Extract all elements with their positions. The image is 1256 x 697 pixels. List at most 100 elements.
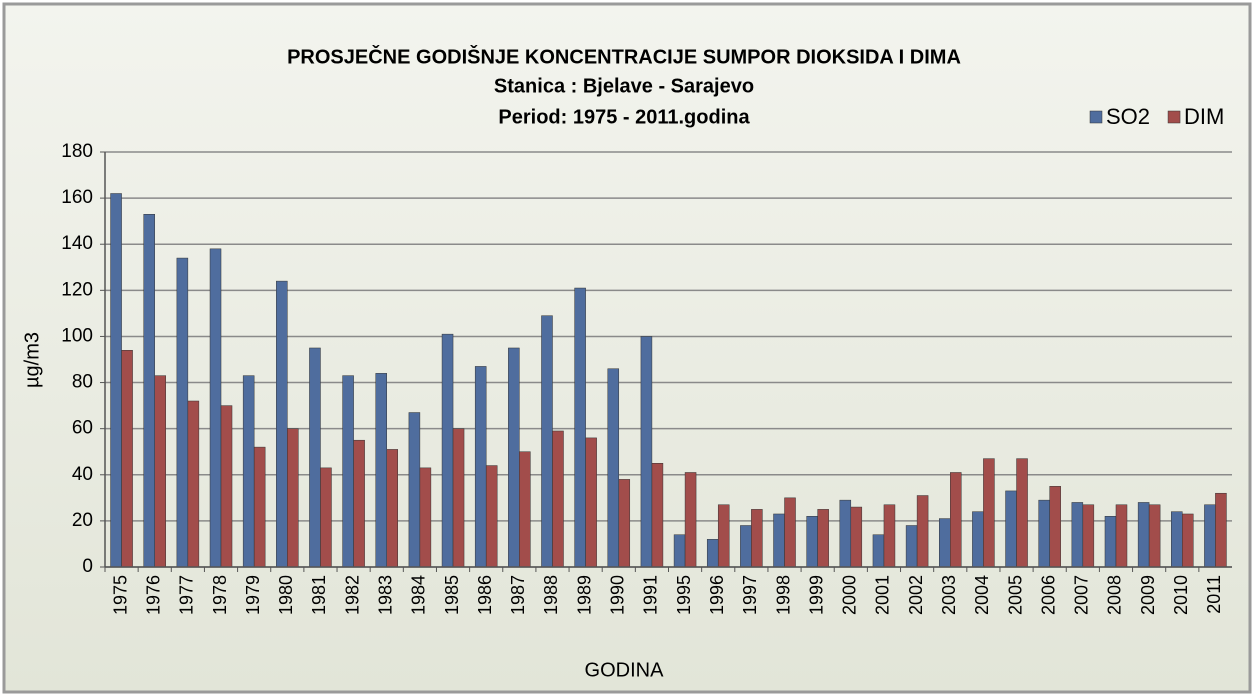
x-axis-title: GODINA <box>585 659 665 681</box>
bar <box>784 497 796 568</box>
bar <box>110 193 122 568</box>
y-axis-title: µg/m3 <box>21 332 43 388</box>
x-tick-label: 2002 <box>906 575 926 615</box>
y-tick-label: 0 <box>82 556 93 577</box>
bar <box>574 287 586 568</box>
x-tick-label: 1984 <box>409 575 429 615</box>
bar <box>607 368 620 568</box>
y-tick-label: 20 <box>72 510 93 531</box>
y-tick-label: 100 <box>61 325 93 346</box>
bar <box>474 366 487 568</box>
x-tick-label: 1976 <box>143 575 163 615</box>
x-tick-label: 2011 <box>1204 575 1224 614</box>
bar <box>1016 458 1028 568</box>
x-tick-label: 2000 <box>840 575 860 615</box>
bar <box>1148 504 1161 568</box>
chart-title: PROSJEČNE GODIŠNJE KONCENTRACIJE SUMPOR … <box>287 44 961 68</box>
bar <box>706 539 719 568</box>
x-tick-label: 1978 <box>210 575 230 615</box>
x-tick-label: 2008 <box>1105 575 1125 615</box>
bar <box>983 458 995 568</box>
bar <box>939 518 951 568</box>
bar <box>817 509 829 568</box>
bar <box>684 472 697 568</box>
x-tick-label: 1996 <box>707 575 727 615</box>
bar <box>485 465 498 568</box>
legend-label: DIM <box>1184 104 1224 129</box>
x-tick-label: 1979 <box>243 575 263 615</box>
x-tick-label: 1981 <box>309 575 329 615</box>
x-tick-label: 1990 <box>608 575 628 615</box>
bar <box>176 257 189 568</box>
bar <box>242 375 255 568</box>
bar <box>519 451 531 568</box>
bar <box>850 506 863 568</box>
bar <box>1005 490 1017 568</box>
bar <box>839 499 852 568</box>
y-tick-label: 180 <box>61 141 93 162</box>
x-tick-label: 1989 <box>574 575 594 615</box>
legend-label: SO2 <box>1106 104 1150 129</box>
x-tick-label: 1999 <box>806 575 826 615</box>
bar <box>441 333 454 568</box>
legend-swatch <box>1167 110 1181 124</box>
bar <box>309 347 321 568</box>
bar <box>287 428 299 568</box>
bar <box>640 336 653 568</box>
bar <box>253 446 266 568</box>
x-tick-label: 1987 <box>508 575 528 615</box>
bar <box>1137 502 1150 568</box>
bar <box>1104 516 1117 568</box>
y-tick-label: 120 <box>61 279 93 300</box>
bar <box>916 495 929 568</box>
bar <box>209 248 222 568</box>
bar <box>1038 499 1050 568</box>
x-tick-label: 1975 <box>110 575 130 615</box>
y-tick-label: 160 <box>61 187 93 208</box>
bar <box>905 525 918 568</box>
x-tick-label: 1995 <box>674 575 694 615</box>
x-tick-label: 2010 <box>1171 575 1191 615</box>
x-tick-label: 1983 <box>376 575 396 615</box>
y-tick-label: 140 <box>61 233 93 254</box>
chart-subtitle: Period: 1975 - 2011.godina <box>498 106 750 128</box>
bar <box>740 525 752 568</box>
bar <box>508 347 520 568</box>
bar <box>121 350 133 568</box>
bar <box>154 375 166 568</box>
bar <box>276 280 288 568</box>
bar <box>618 479 631 568</box>
x-tick-label: 2003 <box>939 575 959 615</box>
x-tick-label: 2004 <box>972 575 992 615</box>
bar <box>872 534 885 568</box>
bar <box>452 428 465 568</box>
x-tick-label: 1988 <box>541 575 561 615</box>
bar <box>1049 486 1061 568</box>
bar <box>806 516 818 568</box>
x-tick-label: 1980 <box>276 575 296 615</box>
bar <box>541 315 553 568</box>
x-tick-label: 1991 <box>641 575 661 615</box>
bar <box>651 463 664 568</box>
x-tick-label: 1998 <box>773 575 793 615</box>
x-tick-label: 2001 <box>873 575 893 615</box>
bar <box>1182 513 1194 568</box>
x-tick-label: 1985 <box>442 575 462 615</box>
y-tick-label: 80 <box>72 372 93 393</box>
bar <box>950 472 962 568</box>
y-tick-label: 60 <box>72 418 93 439</box>
bar <box>1215 492 1227 568</box>
x-tick-label: 2005 <box>1005 575 1025 615</box>
bar <box>773 513 785 568</box>
x-tick-label: 2007 <box>1072 575 1092 615</box>
bar <box>386 449 398 568</box>
x-tick-label: 2009 <box>1138 575 1158 615</box>
bar <box>320 467 332 568</box>
bar <box>143 214 155 568</box>
bar <box>419 467 432 568</box>
chart-subtitle: Stanica : Bjelave - Sarajevo <box>494 75 754 97</box>
bar <box>408 412 421 568</box>
bar <box>1115 504 1128 568</box>
bar <box>673 534 686 568</box>
